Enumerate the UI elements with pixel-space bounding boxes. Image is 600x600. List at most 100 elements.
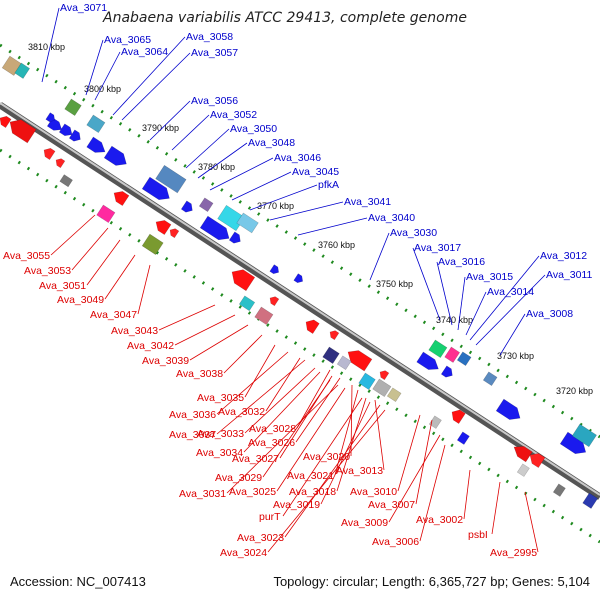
gene-label-reverse[interactable]: Ava_3036 [169, 409, 216, 421]
forward-gene-block[interactable] [571, 423, 597, 448]
gene-label-forward[interactable]: Ava_3056 [191, 95, 238, 107]
reverse-gene[interactable] [268, 295, 280, 307]
gene-label-reverse[interactable]: Ava_3028 [249, 423, 296, 435]
gene-label-reverse[interactable]: Ava_3010 [350, 486, 397, 498]
gene-label-reverse[interactable]: Ava_3042 [127, 340, 174, 352]
forward-gene-block[interactable] [155, 164, 187, 194]
reverse-gene-block[interactable] [582, 492, 598, 509]
reverse-gene[interactable] [0, 114, 12, 129]
gene-label-reverse[interactable]: Ava_3053 [24, 265, 71, 277]
forward-gene[interactable] [103, 145, 130, 170]
gene-label-reverse[interactable]: Ava_3031 [179, 488, 226, 500]
reverse-gene-block[interactable] [96, 204, 116, 224]
gene-label-reverse[interactable]: Ava_3049 [57, 294, 104, 306]
forward-gene-block[interactable] [86, 114, 106, 134]
gene-label-reverse[interactable]: Ava_3033 [197, 428, 244, 440]
gene-label-forward[interactable]: Ava_3015 [466, 271, 513, 283]
gene-label-forward[interactable]: Ava_3008 [526, 308, 573, 320]
reverse-gene-block[interactable] [358, 372, 376, 390]
gene-label-forward[interactable]: Ava_3012 [540, 250, 587, 262]
gene-label-reverse[interactable]: psbI [468, 529, 488, 541]
forward-gene-block[interactable] [198, 197, 214, 213]
gene-label-reverse[interactable]: Ava_3032 [218, 406, 265, 418]
gene-label-reverse[interactable]: Ava_3009 [341, 517, 388, 529]
reverse-gene[interactable] [511, 442, 533, 463]
gene-label-forward[interactable]: Ava_3045 [292, 166, 339, 178]
gene-label-reverse[interactable]: Ava_3025 [229, 486, 276, 498]
reverse-gene[interactable] [54, 157, 66, 169]
gene-label-reverse[interactable]: Ava_3051 [39, 280, 86, 292]
gene-label-reverse[interactable]: Ava_3026 [248, 437, 295, 449]
forward-gene[interactable] [141, 176, 173, 204]
gene-label-reverse[interactable]: Ava_3002 [416, 514, 463, 526]
forward-gene-block[interactable] [236, 212, 259, 234]
reverse-gene-block[interactable] [336, 355, 352, 371]
forward-gene[interactable] [180, 200, 195, 215]
forward-gene-block[interactable] [14, 62, 30, 79]
gene-label-reverse[interactable]: Ava_3043 [111, 325, 158, 337]
gene-label-forward[interactable]: pfkA [318, 179, 339, 191]
gene-label-forward[interactable]: Ava_3048 [248, 137, 295, 149]
reverse-gene[interactable] [153, 217, 172, 236]
gene-label-forward[interactable]: Ava_3046 [274, 152, 321, 164]
gene-label-reverse[interactable]: Ava_3029 [215, 472, 262, 484]
forward-gene-block[interactable] [428, 339, 448, 359]
forward-gene[interactable] [440, 365, 455, 380]
reverse-gene[interactable] [168, 227, 180, 239]
reverse-gene[interactable] [344, 346, 373, 372]
reverse-gene-block[interactable] [516, 463, 530, 477]
forward-gene[interactable] [45, 112, 57, 124]
reverse-gene-block[interactable] [456, 431, 470, 445]
gene-label-forward[interactable]: Ava_3065 [104, 34, 151, 46]
reverse-gene-block[interactable] [238, 295, 256, 312]
gene-label-forward[interactable]: Ava_3016 [438, 256, 485, 268]
gene-label-reverse[interactable]: Ava_3013 [336, 465, 383, 477]
reverse-gene[interactable] [6, 115, 37, 144]
forward-gene[interactable] [293, 273, 305, 285]
gene-label-forward[interactable]: Ava_3071 [60, 2, 107, 14]
gene-label-reverse[interactable]: Ava_3038 [176, 368, 223, 380]
forward-gene-block[interactable] [444, 346, 460, 363]
gene-label-reverse[interactable]: purT [259, 511, 281, 523]
gene-label-reverse[interactable]: Ava_3020 [303, 451, 350, 463]
gene-label-reverse[interactable]: Ava_3039 [142, 355, 189, 367]
reverse-gene[interactable] [228, 265, 256, 292]
gene-label-reverse[interactable]: Ava_3006 [372, 536, 419, 548]
forward-gene[interactable] [86, 136, 109, 157]
reverse-gene[interactable] [527, 450, 546, 469]
forward-gene[interactable] [269, 264, 281, 276]
reverse-gene[interactable] [111, 188, 130, 207]
forward-gene-block[interactable] [482, 371, 498, 387]
forward-gene-block[interactable] [64, 98, 82, 116]
reverse-gene[interactable] [303, 317, 320, 334]
gene-label-forward[interactable]: Ava_3057 [191, 47, 238, 59]
gene-label-forward[interactable]: Ava_3030 [390, 227, 437, 239]
forward-gene[interactable] [199, 215, 233, 244]
gene-label-reverse[interactable]: Ava_3019 [273, 499, 320, 511]
gene-label-reverse[interactable]: Ava_3023 [237, 532, 284, 544]
gene-label-reverse[interactable]: Ava_3047 [90, 309, 137, 321]
gene-label-reverse[interactable]: Ava_3024 [220, 547, 267, 559]
gene-label-forward[interactable]: Ava_3052 [210, 109, 257, 121]
reverse-gene-block[interactable] [322, 346, 340, 364]
forward-gene[interactable] [495, 398, 524, 424]
reverse-gene[interactable] [41, 146, 56, 161]
reverse-gene-block[interactable] [552, 483, 566, 497]
gene-label-forward[interactable]: Ava_3058 [186, 31, 233, 43]
reverse-gene-block[interactable] [141, 233, 164, 255]
reverse-gene-block[interactable] [254, 306, 274, 326]
forward-gene[interactable] [416, 351, 442, 374]
reverse-gene-block[interactable] [59, 174, 73, 188]
reverse-gene[interactable] [378, 369, 390, 381]
gene-label-reverse[interactable]: Ava_3035 [197, 392, 244, 404]
gene-label-reverse[interactable]: Ava_3037 [169, 429, 216, 441]
gene-label-reverse[interactable]: Ava_3027 [232, 453, 279, 465]
gene-label-forward[interactable]: Ava_3014 [487, 286, 534, 298]
reverse-gene-block[interactable] [372, 378, 392, 398]
forward-gene[interactable] [58, 123, 75, 139]
gene-label-forward[interactable]: Ava_3041 [344, 196, 391, 208]
forward-gene[interactable] [228, 231, 243, 246]
reverse-gene[interactable] [449, 407, 466, 424]
gene-label-forward[interactable]: Ava_3064 [121, 46, 168, 58]
gene-label-reverse[interactable]: Ava_2995 [490, 547, 537, 559]
